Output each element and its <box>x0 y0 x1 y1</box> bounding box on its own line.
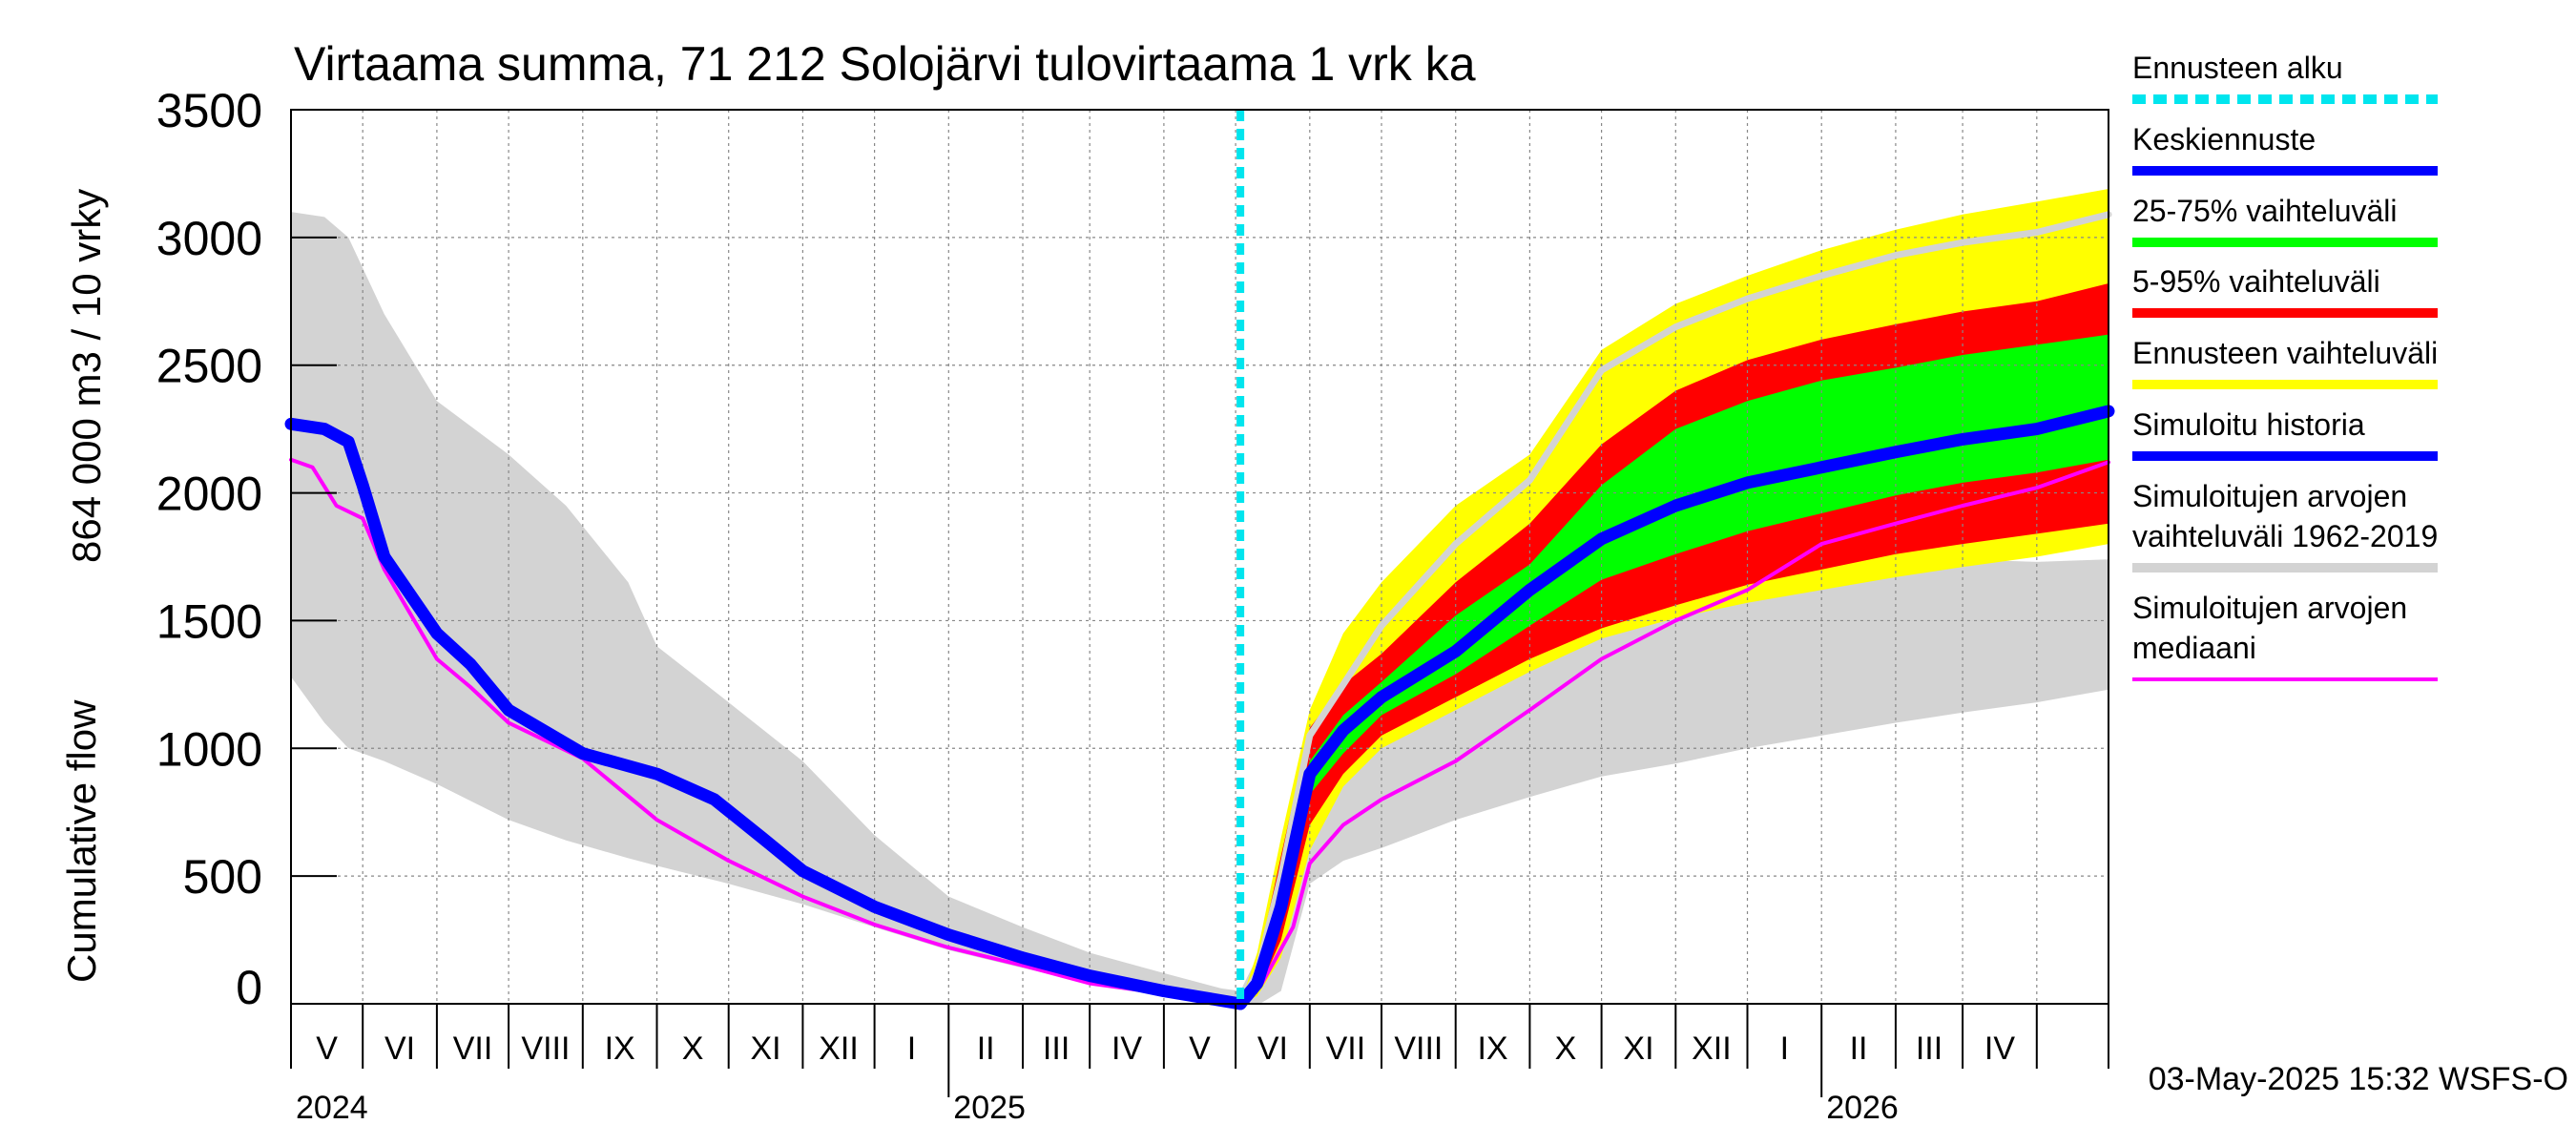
legend-label: vaihteluväli 1962-2019 <box>2132 519 2438 553</box>
x-month-label: IX <box>605 1030 635 1067</box>
x-month-label: III <box>1043 1030 1070 1067</box>
x-month-label: X <box>1555 1030 1577 1067</box>
legend-label: 25-75% vaihteluväli <box>2132 194 2398 228</box>
x-month-label: XII <box>819 1030 859 1067</box>
band-simuloitujen-arvojen-vaihteluvali-1962-2019 <box>291 212 2109 1005</box>
legend-item-ennusteen-vaihteluvali: Ennusteen vaihteluväli <box>2132 336 2438 389</box>
x-month-label: VII <box>453 1030 493 1067</box>
band-25-75-vaihteluvali <box>1240 334 2109 1005</box>
legend-label: 5-95% vaihteluväli <box>2132 264 2380 299</box>
y-tick-label: 3500 <box>156 84 262 137</box>
legend-item-keskiennuste: Keskiennuste <box>2132 122 2438 176</box>
x-month-label: XI <box>1623 1030 1653 1067</box>
x-month-label: IV <box>1984 1030 2015 1067</box>
legend-label: Simuloitujen arvojen <box>2132 591 2407 625</box>
legend-label: mediaani <box>2132 631 2256 665</box>
legend-item-25-75-vaihteluvali: 25-75% vaihteluväli <box>2132 194 2438 247</box>
x-month-label: IX <box>1477 1030 1507 1067</box>
x-year-label: 2026 <box>1826 1090 1899 1126</box>
legend-label: Simuloitu historia <box>2132 407 2365 442</box>
x-month-label: I <box>907 1030 916 1067</box>
x-month-label: VIII <box>1394 1030 1443 1067</box>
chart-title: Virtaama summa, 71 212 Solojärvi tulovir… <box>294 37 1476 91</box>
legend: Ennusteen alku Keskiennuste 25-75% vaihtel… <box>2132 51 2438 681</box>
x-month-label: VI <box>384 1030 415 1067</box>
x-month-label: II <box>977 1030 995 1067</box>
plot-frame <box>290 109 2109 1005</box>
footer-timestamp: 03-May-2025 15:32 WSFS-O <box>2149 1061 2568 1097</box>
bands-layer <box>291 189 2109 1005</box>
x-month-label: XII <box>1692 1030 1732 1067</box>
y-tick-label: 0 <box>236 961 262 1014</box>
legend-item-simuloitujen-arvojen-mediaani: Simuloitujen arvojen mediaani <box>2132 591 2438 681</box>
line-simuloitujen-arvojen-mediaani-ylempi <box>1236 211 2112 1008</box>
legend-item-simuloitu-historia: Simuloitu historia <box>2132 407 2438 461</box>
line-keskiennuste <box>1234 405 2115 1010</box>
legend-label: Simuloitujen arvojen <box>2132 479 2407 513</box>
x-month-label: V <box>1189 1030 1211 1067</box>
y-axis-label-en: Cumulative flow <box>59 699 104 983</box>
lines-layer <box>284 110 2115 1010</box>
legend-item-simuloitujen-arvojen-vaihteluvali-1962-2019: Simuloitujen arvojen vaihteluväli 1962-20… <box>2132 479 2438 572</box>
legend-label: Ennusteen vaihteluväli <box>2132 336 2438 370</box>
x-year-label: 2025 <box>953 1090 1026 1126</box>
y-tick-label: 500 <box>183 850 262 904</box>
x-month-label: IV <box>1111 1030 1142 1067</box>
x-year-label: 2024 <box>296 1090 368 1126</box>
y-axis-label-fi: 864 000 m3 / 10 vrky <box>64 189 109 563</box>
legend-label: Keskiennuste <box>2132 122 2316 156</box>
line-simuloitu-historia <box>284 417 1247 1010</box>
y-tick-label: 1500 <box>156 594 262 648</box>
x-month-label: VI <box>1257 1030 1288 1067</box>
legend-item-ennusteen-alku: Ennusteen alku <box>2132 51 2438 104</box>
y-tick-label: 3000 <box>156 212 262 265</box>
legend-item-5-95-vaihteluvali: 5-95% vaihteluväli <box>2132 264 2438 318</box>
x-month-label: VII <box>1326 1030 1366 1067</box>
x-month-label: X <box>682 1030 704 1067</box>
y-tick-label: 2500 <box>156 340 262 393</box>
y-tick-label: 2000 <box>156 468 262 521</box>
y-tick-label: 1000 <box>156 722 262 776</box>
x-month-label: V <box>316 1030 338 1067</box>
x-month-label: XI <box>750 1030 780 1067</box>
x-month-label: I <box>1780 1030 1789 1067</box>
legend-label: Ennusteen alku <box>2132 51 2343 85</box>
x-month-label: II <box>1850 1030 1868 1067</box>
x-month-label: VIII <box>521 1030 570 1067</box>
x-month-label: III <box>1916 1030 1942 1067</box>
